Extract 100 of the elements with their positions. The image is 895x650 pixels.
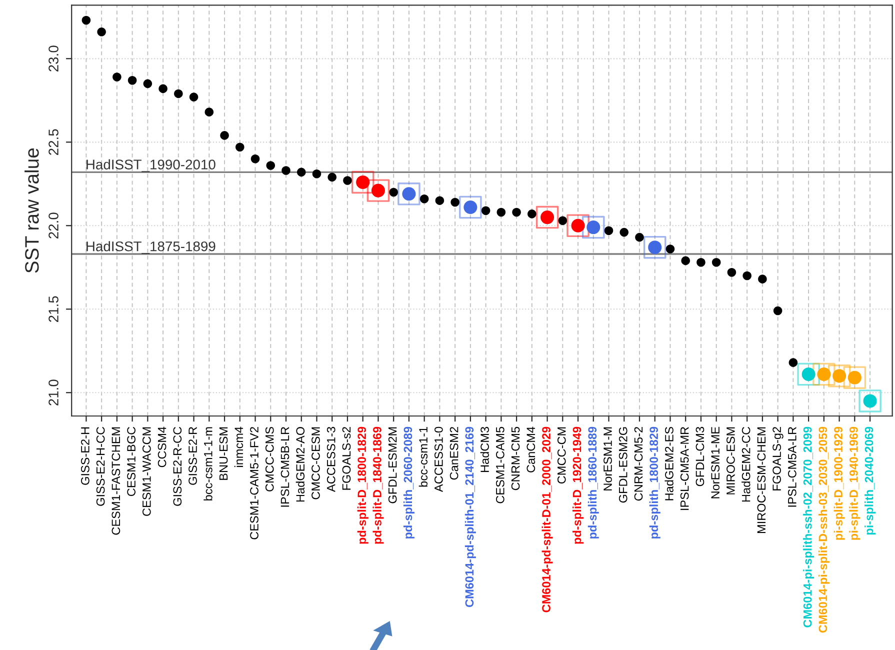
point: [366, 179, 390, 202]
x-tick-label: BNU-ESM: [219, 427, 228, 480]
x-tick-label: pd-split-D_1840-1869: [372, 426, 384, 544]
x-tick-label: MIROC-ESM-CHEM: [757, 427, 766, 533]
point: [435, 196, 444, 205]
x-tick-label: CanCM4: [526, 426, 536, 472]
x-tick-label: CM6014-pd-split-D-01_2000_2029: [542, 426, 553, 612]
point: [420, 194, 429, 204]
point: [666, 244, 675, 254]
x-tick-label: HadGEM2-CC: [742, 426, 750, 502]
point: [282, 166, 290, 175]
x-tick-label: CESM1-CAM5: [496, 426, 504, 504]
x-tick-label: CM6014-pi-split-D-ssh-03_2030_2059: [818, 426, 830, 633]
x-tick-label: pd-splith_2060-2089: [403, 426, 414, 538]
y-tick-label: 23.0: [48, 46, 58, 72]
x-tick-label: NorESM1-M: [604, 427, 612, 490]
x-tick-label: pd-splith_1860-1889: [588, 426, 599, 538]
x-tick-label: CMCC-CESM: [312, 427, 320, 500]
point: [312, 169, 322, 178]
point: [204, 108, 214, 116]
x-tick-label: GISS-E2-H: [81, 427, 90, 485]
y-tick-label: 22.5: [48, 129, 58, 155]
x-tick-label: GFDL-CM3: [696, 426, 704, 486]
y-tick-label: 21.5: [48, 296, 58, 322]
x-tick-label: GISS-E2-R: [188, 426, 197, 485]
point: [82, 16, 91, 25]
point: [620, 228, 629, 237]
x-tick-label: pd-split-D_1920-1949: [572, 426, 584, 544]
x-tick-label: HadGEM2-ES: [664, 426, 674, 500]
x-tick-label: CESM1-FASTCHEM: [112, 427, 120, 535]
x-tick-label: MIROC-ESM: [726, 427, 735, 494]
x-tick-label: CM6014-pd-splith-01_2140_2169: [464, 426, 476, 608]
x-tick-label: CESM1-CAM5-1-FV2: [250, 427, 258, 540]
point: [328, 172, 336, 182]
point: [558, 216, 568, 226]
point: [496, 208, 506, 217]
x-tick-label: GFDL-ESM2M: [388, 427, 397, 504]
point: [635, 232, 644, 242]
x-tick-label: pi-split-D_1940-1969: [849, 426, 860, 540]
x-tick-label: HadGEM2-AO: [296, 426, 305, 502]
point: [450, 198, 460, 207]
point: [681, 256, 690, 266]
point: [250, 154, 260, 164]
ref-line-label: HadISST_1990-2010: [86, 159, 216, 172]
x-tick-label: CMCC-CM: [557, 427, 566, 484]
x-tick-label: pd-split-D_1800-1829: [357, 426, 368, 544]
x-tick-label: GISS-E2-R-CC: [173, 426, 182, 506]
point: [143, 79, 152, 88]
x-tick-label: ACCESS1-3: [326, 426, 336, 492]
y-tick-label: 21.0: [48, 380, 58, 406]
point: [158, 84, 168, 94]
point: [97, 28, 106, 36]
point: [266, 161, 276, 170]
point: [174, 89, 183, 98]
point: [797, 362, 820, 386]
y-tick-label: 22.0: [48, 212, 58, 238]
point: [389, 188, 398, 197]
point: [788, 358, 798, 367]
x-tick-label: CMCC-CMS: [265, 426, 274, 492]
point: [566, 214, 590, 237]
x-tick-label: bcc-csm1-1: [418, 426, 428, 487]
point: [343, 176, 352, 185]
ref-line-label: HadISST_1875-1899: [86, 241, 216, 254]
point: [712, 258, 721, 267]
x-tick-label: CCSM4: [158, 426, 166, 468]
point: [189, 92, 198, 102]
point: [773, 306, 782, 316]
x-tick-label: FGOALS-g2: [772, 427, 784, 490]
point: [604, 226, 614, 236]
point: [481, 206, 490, 215]
point: [727, 268, 736, 277]
y-axis-title: SST raw value: [24, 148, 39, 273]
point: [843, 366, 866, 389]
point: [296, 168, 306, 177]
x-tick-label: IPSL-CM5A-LR: [788, 426, 796, 507]
x-tick-label: NorESM1-ME: [711, 426, 720, 498]
x-tick-label: inmcm4: [234, 426, 244, 467]
point: [696, 258, 706, 267]
point: [512, 208, 521, 217]
x-tick-label: CESM1-WACCM: [142, 427, 151, 516]
x-tick-label: pi-split-D_1900-1929: [834, 426, 845, 540]
point: [351, 170, 374, 194]
x-tick-label: bcc-csm1-1-m: [204, 427, 212, 500]
point: [220, 131, 229, 140]
x-tick-label: GISS-E2-H-CC: [96, 426, 105, 506]
point: [528, 210, 536, 218]
point: [742, 271, 752, 280]
x-tick-label: IPSL-CM5A-MR: [680, 426, 689, 510]
x-tick-label: pd-splith_1800-1829: [649, 426, 660, 538]
point: [128, 76, 137, 85]
x-tick-label: CanESM2: [450, 427, 458, 480]
x-tick-label: CESM1-BGC: [127, 426, 136, 496]
x-tick-label: ACCESS1-0: [434, 426, 443, 492]
point: [236, 142, 244, 152]
x-tick-label: IPSL-CM5B-LR: [280, 426, 290, 507]
x-tick-label: HadCM3: [480, 426, 489, 472]
x-tick-label: CM6014-pi-splith-ssh-02_2070_2099: [803, 426, 814, 628]
x-tick-label: CNRM-CM5-2: [634, 427, 643, 501]
point: [112, 72, 122, 82]
x-tick-label: pi-splith_2040-2069: [864, 426, 876, 535]
